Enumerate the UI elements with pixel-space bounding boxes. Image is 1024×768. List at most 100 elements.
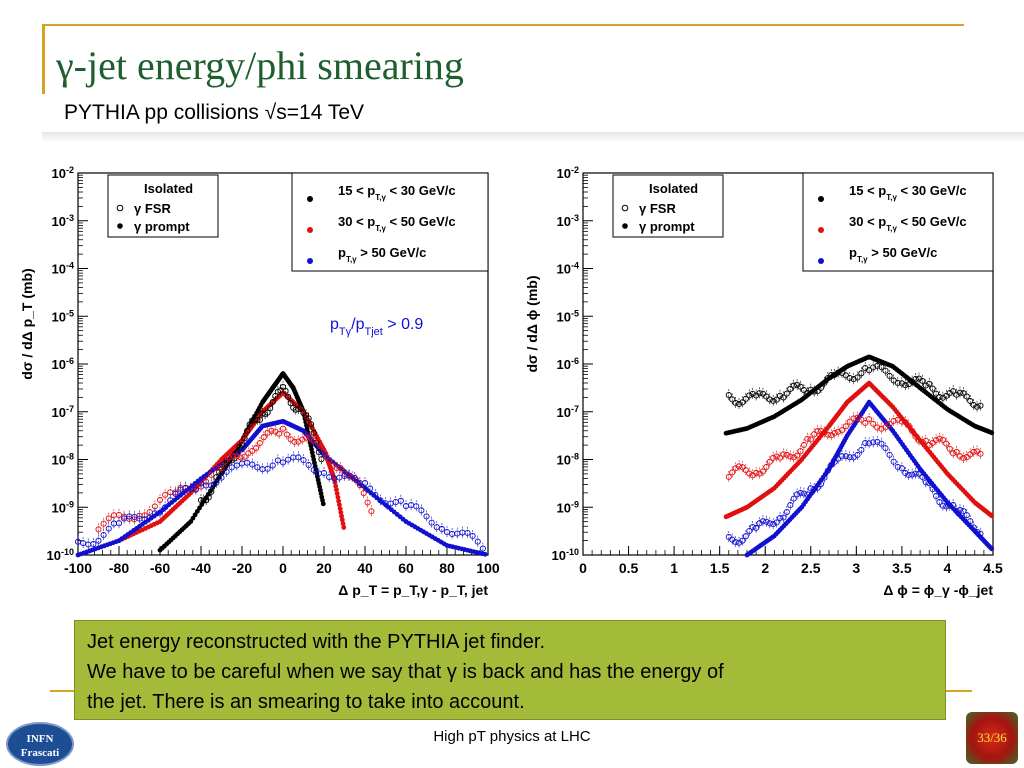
data-point [336,498,342,504]
data-point [854,374,861,381]
series-fsr-blue [74,451,486,555]
data-point [482,551,488,557]
data-point [770,397,777,404]
data-point [766,520,773,527]
y-tick-label: 10-4 [52,261,74,277]
data-point [188,519,194,524]
x-tick-label: -40 [191,560,211,576]
logo-line-2: Frascati [20,747,60,759]
data-point [146,514,153,521]
data-point [264,465,271,472]
data-point [291,438,298,445]
data-point [919,377,926,384]
data-point [939,436,946,443]
data-point [295,454,302,461]
data-point [846,454,853,461]
data-point [469,532,476,539]
data-point [846,418,853,425]
series-prompt-blue [75,418,488,558]
data-point [870,439,877,446]
y-tick-label: 10-9 [557,499,579,515]
note-line-1: Jet energy reconstructed with the PYTHIA… [87,631,546,653]
data-point [766,458,773,465]
data-point [858,416,865,423]
data-point [253,445,260,452]
data-point [960,508,967,515]
slide-subtitle: PYTHIA pp collisions √s=14 TeV [64,101,365,124]
data-point [773,396,780,403]
data-point [438,525,445,533]
data-point [320,501,326,507]
data-point [946,445,953,452]
x-tick-label: 4 [944,560,952,576]
data-point [479,545,486,552]
data-point [960,390,967,397]
data-point [886,420,893,428]
data-point [763,463,770,471]
data-point [256,416,263,423]
cut-annotation: pTγ/pTjet > 0.9 [330,316,423,338]
data-point [929,486,936,493]
data-point [821,379,828,386]
data-point [100,531,107,539]
data-point [804,491,811,498]
y-tick-label: 10-6 [557,356,579,372]
legend-bin-label: 30 < pT,γ < 50 GeV/c [849,214,967,233]
x-tick-label: 100 [476,560,500,576]
data-point [842,453,849,460]
data-point [970,448,977,455]
data-point [95,537,102,544]
data-point [894,379,901,386]
data-point [285,393,292,400]
x-tick-label: 4.5 [983,560,1003,576]
data-point [377,497,384,504]
data-point [310,466,317,474]
y-tick-label: 10-10 [552,547,579,563]
data-point [936,435,943,442]
x-tick-label: 1.5 [710,560,730,576]
data-point [300,457,307,464]
data-point [413,503,420,510]
data-point [933,390,940,397]
data-point [735,463,743,470]
data-point [333,483,339,489]
data-point [790,454,797,461]
data-point [874,362,881,369]
data-point [919,438,926,445]
data-point [283,431,290,438]
data-point [763,393,770,400]
data-point [361,480,369,487]
data-point [776,392,784,399]
data-point [890,458,897,465]
data-point [336,502,342,508]
data-point [339,513,344,519]
data-point [846,374,853,382]
y-axis-label: dσ / dΔ p_T (mb) [19,268,35,379]
data-point [244,427,251,434]
data-point [922,437,929,444]
infn-frascati-logo: INFN Frascati [6,722,74,766]
x-tick-label: 3 [852,560,860,576]
data-point [739,537,746,544]
data-point [794,452,801,459]
data-point [922,382,929,389]
data-point [156,496,164,504]
data-point [831,429,838,437]
data-point [807,386,814,393]
data-point [739,464,746,471]
data-point [963,393,970,400]
data-point [977,402,984,409]
data-point [787,453,794,460]
data-point [121,515,128,522]
data-point [746,470,753,477]
data-point [208,471,215,478]
data-point [753,524,760,532]
legend-box [291,172,489,272]
data-point [423,513,430,520]
y-tick-label: 10-5 [557,308,579,324]
data-point [898,465,905,472]
data-point [237,454,244,461]
data-point [244,459,251,466]
data-point [912,433,919,440]
data-point [254,464,261,471]
